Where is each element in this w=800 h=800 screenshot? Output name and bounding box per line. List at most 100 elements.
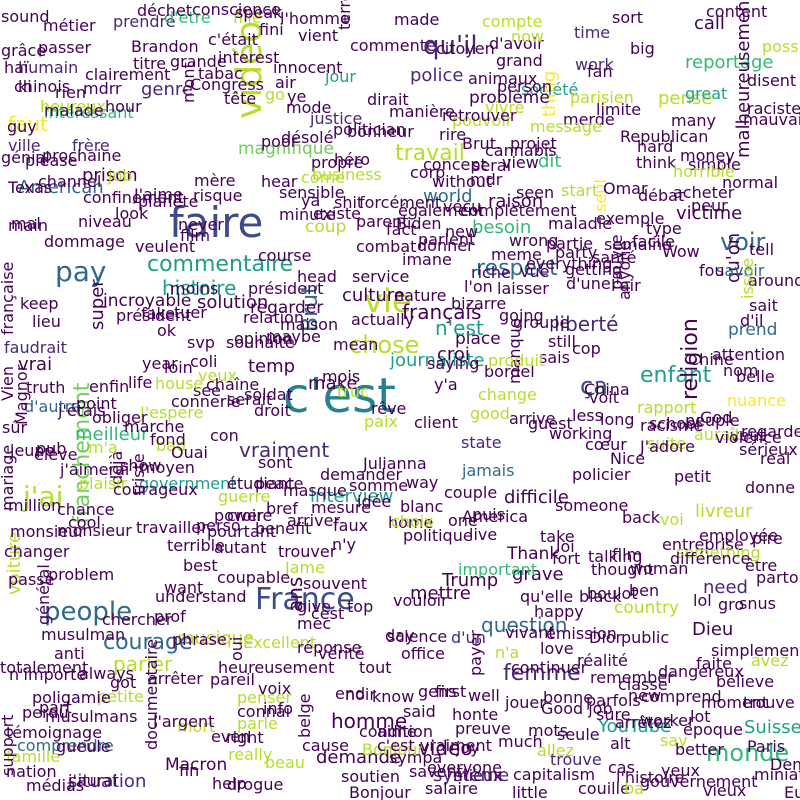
cloud-word: parisien <box>570 88 634 107</box>
cloud-word: heureusement <box>218 658 335 677</box>
cloud-word: liberté <box>554 312 619 336</box>
cloud-word: truc <box>337 382 369 401</box>
cloud-word: classe <box>618 675 668 694</box>
cloud-word: long <box>600 410 635 429</box>
cloud-word: good <box>470 404 510 423</box>
cloud-word: happy <box>534 602 584 621</box>
cloud-word: politique <box>403 526 473 545</box>
cloud-word: snus <box>739 594 776 613</box>
cloud-word: employée <box>699 526 778 545</box>
cloud-word: gens <box>418 682 457 701</box>
cloud-word: jamais <box>462 461 515 480</box>
cloud-word: back <box>622 508 661 527</box>
cloud-word: système <box>433 765 510 786</box>
cloud-word: n'importe <box>9 665 87 684</box>
cloud-word: j'étais <box>58 401 106 420</box>
cloud-word: changer <box>4 542 70 561</box>
cloud-word: Excellent <box>243 633 317 652</box>
cloud-word: thought <box>591 560 654 579</box>
cloud-word: sort <box>612 8 643 27</box>
cloud-word: place <box>455 329 501 349</box>
cloud-word: vivre <box>485 98 525 117</box>
cloud-word: job <box>108 166 133 185</box>
cloud-word: faut <box>8 112 48 136</box>
cloud-word: sérieux <box>739 440 798 459</box>
cloud-word: serait <box>227 390 273 409</box>
cloud-word: say <box>660 731 688 750</box>
cloud-word: soutien <box>341 767 400 786</box>
cloud-word: planète <box>138 192 199 211</box>
cloud-word: mec <box>297 614 332 633</box>
cloud-word: couple <box>444 483 498 502</box>
cloud-word: going <box>499 306 544 325</box>
cloud-word: mal <box>11 214 41 233</box>
cloud-word: poor <box>261 132 298 151</box>
cloud-word: maybe <box>266 327 321 346</box>
cloud-word: faire <box>169 198 264 247</box>
cloud-word: beau <box>265 753 305 772</box>
cloud-word: parlent <box>418 230 476 249</box>
cloud-word: ben <box>629 581 660 600</box>
cloud-word: loi <box>556 537 575 556</box>
cloud-word: keep <box>20 294 59 313</box>
cloud-word: film <box>612 545 643 564</box>
cloud-word: livreur <box>695 501 753 522</box>
cloud-word: pourtant <box>207 522 277 541</box>
cloud-word: salaire <box>425 779 478 798</box>
cloud-word: donne <box>745 478 796 497</box>
cloud-word: bonheur <box>347 122 414 141</box>
cloud-word: limite <box>596 100 642 119</box>
cloud-word: attention <box>712 345 785 364</box>
cloud-word: étudiant <box>227 474 295 493</box>
cloud-word: souvent <box>303 574 367 593</box>
cloud-word: always <box>79 664 134 683</box>
cloud-word: groupe <box>513 313 570 332</box>
cloud-word: Paris <box>747 737 786 756</box>
cloud-word: super <box>87 279 108 330</box>
cloud-word: lieu <box>32 312 61 331</box>
cloud-word: Ouai <box>171 443 208 462</box>
cloud-word: choix <box>391 512 434 531</box>
cloud-word: much <box>498 732 543 751</box>
cloud-word: problème <box>469 88 550 108</box>
cloud-word: sound <box>1 7 50 26</box>
cloud-word: gouvernement <box>640 772 758 791</box>
cloud-word: confinement <box>83 188 184 207</box>
cloud-word: entreprise <box>662 535 744 554</box>
cloud-word: parler <box>113 652 173 676</box>
cloud-word: situation <box>68 771 147 792</box>
cloud-word: marche <box>124 417 185 436</box>
cloud-word: moment <box>701 693 769 712</box>
cloud-word: moins <box>170 279 219 298</box>
cloud-word: faudrait <box>4 338 67 357</box>
cloud-word: day <box>385 626 415 645</box>
cloud-word: science <box>387 627 448 646</box>
cloud-word: suite <box>647 434 687 453</box>
cloud-word: maladie <box>548 214 613 233</box>
cloud-word: général <box>34 564 53 625</box>
cloud-word: droit <box>254 401 291 420</box>
cloud-word: government <box>139 474 237 493</box>
cloud-word: make <box>308 373 358 394</box>
cloud-word: demande <box>316 747 401 768</box>
cloud-word: yeux <box>661 761 700 780</box>
cloud-word: c'est vraiment <box>377 736 492 755</box>
cloud-word: cas <box>608 758 635 777</box>
cloud-word: l'air <box>611 276 641 295</box>
cloud-word: émission <box>546 624 617 643</box>
cloud-word: office <box>401 644 445 663</box>
cloud-word: course <box>258 246 312 265</box>
cloud-word: besoin <box>472 217 532 238</box>
cloud-word: veux <box>198 366 237 385</box>
cloud-word: great <box>685 84 728 103</box>
cloud-word: ba <box>624 779 644 798</box>
cloud-word: Wow <box>662 242 700 261</box>
cloud-word: issue <box>738 257 757 299</box>
cloud-word: Dior <box>589 628 623 647</box>
cloud-word: belge <box>295 693 314 738</box>
cloud-word: concept <box>423 155 487 174</box>
cloud-word: perdu <box>22 703 69 722</box>
cloud-word: haï <box>4 58 29 77</box>
cloud-word: party <box>555 243 598 262</box>
cloud-word: titre <box>133 54 167 73</box>
